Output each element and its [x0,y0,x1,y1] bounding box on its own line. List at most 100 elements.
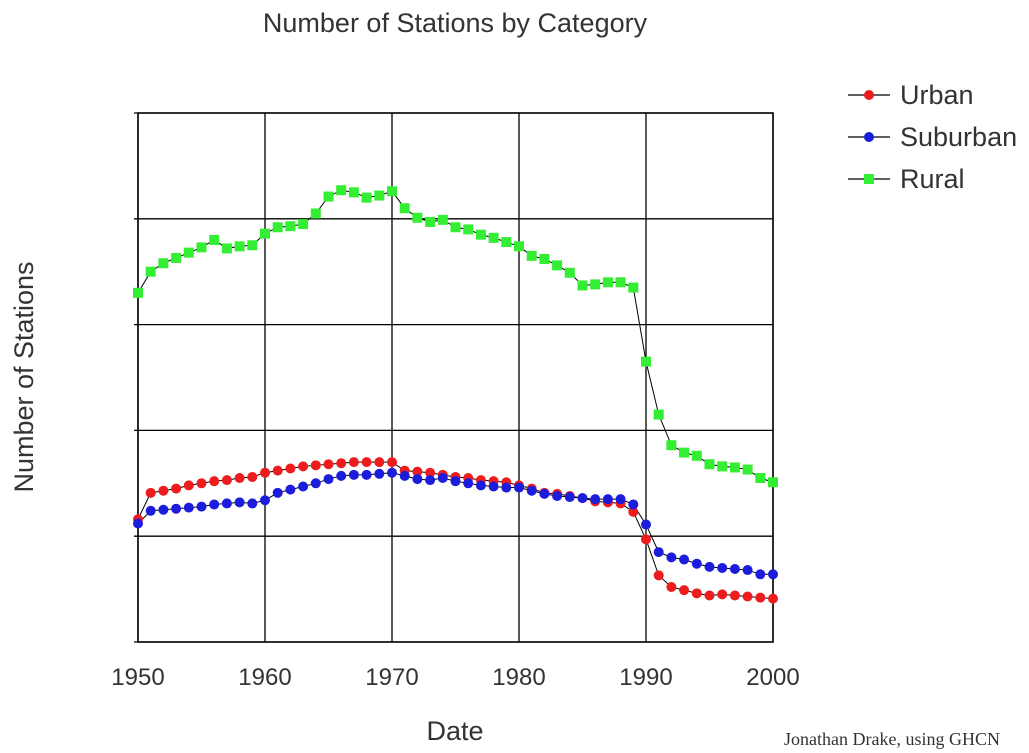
data-point [221,475,232,486]
legend-marker [864,90,874,100]
plot-frame [137,112,774,643]
data-point [158,504,169,515]
data-point [234,241,245,252]
data-point [412,466,423,477]
data-point [729,462,740,473]
data-point [285,463,296,474]
data-point [298,219,309,230]
data-point [298,461,309,472]
series-markers [133,185,778,604]
data-point [666,581,677,592]
data-point [628,506,639,517]
data-point [641,534,651,545]
data-point [361,457,372,468]
data-point [679,585,690,596]
data-point [374,457,385,468]
data-point [260,228,270,239]
data-point [260,467,270,478]
legend-item-suburban: Suburban [848,122,1017,152]
data-point [768,593,778,604]
data-point [450,476,461,487]
data-point [171,252,182,263]
data-point [247,240,258,251]
data-point [336,458,347,469]
data-point [221,498,232,509]
data-point [666,552,677,563]
data-point [298,481,309,492]
legend-label: Suburban [900,122,1017,152]
data-point [755,473,766,484]
data-point [196,478,207,489]
data-point [602,494,613,505]
data-point [704,459,715,470]
grid [134,112,774,643]
data-point [247,498,258,509]
data-point [234,497,245,508]
data-point [641,519,651,530]
data-point [501,482,512,493]
data-point [323,191,334,202]
data-point [260,495,270,506]
data-point [475,480,486,491]
data-point [374,468,385,479]
series-points-rural [133,185,778,488]
data-point [145,505,156,516]
series-line-rural [137,189,774,483]
series-line-suburban [137,472,773,575]
series-points-suburban [133,467,778,580]
data-point [425,216,436,227]
data-point [145,266,156,277]
data-point [437,473,448,484]
data-point [425,475,436,486]
data-point [641,356,651,367]
data-point [590,494,601,505]
data-point [272,487,283,498]
chart-title: Number of Stations by Category [263,8,648,38]
data-point [691,450,702,461]
data-point [209,476,220,487]
data-point [463,224,474,235]
data-point [552,490,563,501]
data-point [717,562,728,573]
data-point [526,485,537,496]
data-point [158,258,169,269]
data-point [488,232,499,243]
data-point [387,467,397,478]
data-point [285,484,296,495]
data-point [171,503,182,514]
legend-item-rural: Rural [848,164,965,194]
data-point [336,185,347,196]
legend-label: Urban [900,80,974,110]
data-point [272,222,283,233]
data-point [602,277,613,288]
data-point [399,470,410,481]
data-point [209,234,220,245]
data-point [387,457,397,468]
data-point [539,488,550,499]
data-point [653,570,664,581]
data-point [348,457,359,468]
data-point [463,478,474,489]
data-point [171,483,182,494]
legend-marker [864,132,874,142]
data-point [412,474,423,485]
x-axis-title: Date [426,716,483,746]
data-point [691,558,702,569]
data-point [133,518,143,529]
data-point [437,214,448,225]
data-point [145,487,156,498]
data-point [501,237,512,248]
data-point [577,493,588,504]
legend-label: Rural [900,164,965,194]
series-points-urban [133,457,778,604]
data-point [577,280,588,291]
data-point [158,485,169,496]
data-point [514,241,524,252]
data-point [183,247,194,258]
data-point [310,208,321,219]
data-point [387,186,397,197]
data-point [310,478,321,489]
data-point [196,501,207,512]
data-point [729,590,740,601]
data-point [704,590,715,601]
